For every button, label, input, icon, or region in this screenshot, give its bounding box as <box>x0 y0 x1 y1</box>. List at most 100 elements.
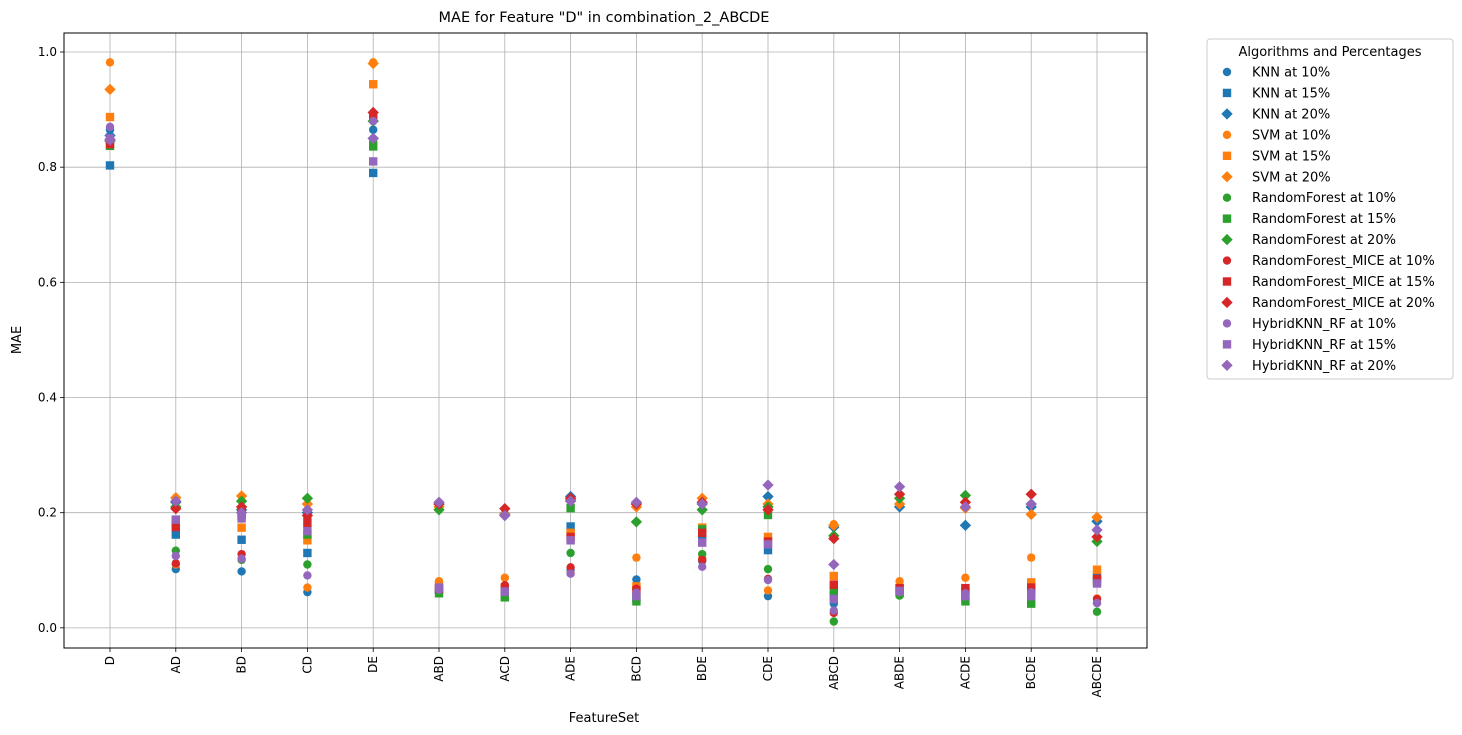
data-point <box>1027 591 1036 601</box>
legend-marker <box>1221 171 1233 183</box>
data-point <box>566 569 575 578</box>
legend-label: HybridKNN_RF at 20% <box>1252 359 1396 374</box>
data-point <box>763 564 773 574</box>
legend-marker <box>1222 340 1232 349</box>
x-tick-label: D <box>103 656 117 665</box>
data-point <box>762 490 774 503</box>
data-point <box>301 498 314 510</box>
chart-title: MAE for Feature "D" in combination_2_ABC… <box>439 10 770 26</box>
series-hybridknn-rf-at-20- <box>104 132 1103 571</box>
data-point <box>369 142 378 151</box>
data-point <box>301 509 314 522</box>
data-point <box>499 509 511 522</box>
data-point <box>893 488 906 500</box>
data-point <box>1092 598 1102 608</box>
legend-label: RandomForest_MICE at 10% <box>1252 254 1435 269</box>
data-point <box>566 536 575 545</box>
data-point <box>171 522 180 532</box>
y-tick-label: 0.8 <box>38 160 57 174</box>
legend-label: SVM at 15% <box>1252 149 1331 164</box>
legend-entry: HybridKNN_RF at 10% <box>1222 317 1396 332</box>
data-point <box>303 583 312 592</box>
x-tick-label: ABDE <box>893 656 907 689</box>
data-point <box>499 502 511 515</box>
data-point <box>303 571 312 580</box>
data-point <box>301 492 314 504</box>
x-tick-label: ABCDE <box>1090 656 1104 697</box>
data-point <box>829 617 838 626</box>
data-point <box>828 558 840 571</box>
data-point <box>566 563 575 572</box>
legend-label: KNN at 10% <box>1252 66 1330 81</box>
data-point <box>1027 599 1036 608</box>
legend-marker <box>1222 193 1232 202</box>
legend-entry: SVM at 20% <box>1221 170 1331 185</box>
data-point <box>829 606 838 615</box>
data-point <box>369 125 378 134</box>
data-point <box>171 559 180 568</box>
data-point <box>762 504 774 516</box>
legend-entry: RandomForest_MICE at 10% <box>1222 254 1435 269</box>
data-point <box>630 516 643 528</box>
data-point <box>237 554 246 563</box>
x-tick-label: ACD <box>498 656 512 682</box>
legend-label: RandomForest at 10% <box>1252 191 1396 206</box>
legend-label: HybridKNN_RF at 15% <box>1252 338 1396 353</box>
data-point <box>698 555 707 565</box>
data-point <box>1027 553 1036 562</box>
data-point <box>369 80 378 89</box>
data-point <box>1092 574 1102 584</box>
legend-marker <box>1222 319 1232 328</box>
data-point <box>1027 578 1036 587</box>
legend-entry: KNN at 10% <box>1222 66 1330 81</box>
legend-label: RandomForest at 15% <box>1252 212 1396 227</box>
data-point <box>367 106 379 119</box>
legend-entry: RandomForest at 10% <box>1222 191 1396 206</box>
legend-label: KNN at 15% <box>1252 86 1330 101</box>
data-point <box>301 504 314 516</box>
legend-entry: HybridKNN_RF at 15% <box>1222 338 1396 353</box>
data-point <box>303 518 312 528</box>
data-point <box>105 122 115 132</box>
legend-marker <box>1221 233 1233 246</box>
data-point <box>237 535 246 544</box>
legend-label: RandomForest_MICE at 15% <box>1252 275 1435 290</box>
data-point <box>961 591 970 601</box>
data-point <box>829 594 838 604</box>
data-point <box>434 583 444 592</box>
legend-label: RandomForest at 20% <box>1252 233 1396 248</box>
data-point <box>698 528 707 538</box>
data-point <box>367 57 379 70</box>
data-point <box>1092 607 1102 616</box>
legend-label: SVM at 20% <box>1252 170 1331 185</box>
data-point <box>566 503 575 513</box>
data-point <box>1027 583 1036 592</box>
data-point <box>433 504 445 516</box>
legend-entry: SVM at 10% <box>1222 128 1331 143</box>
plot-frame <box>63 32 1148 649</box>
data-point <box>500 587 509 596</box>
legend-entry: RandomForest at 20% <box>1221 233 1396 248</box>
data-point <box>1091 511 1103 523</box>
data-point <box>104 134 116 146</box>
data-point <box>105 161 115 170</box>
data-point <box>104 83 116 96</box>
data-point <box>959 489 972 502</box>
legend-marker <box>1222 277 1232 286</box>
y-tick-label: 0.2 <box>38 506 57 520</box>
data-point <box>303 548 312 558</box>
data-point <box>369 116 378 126</box>
data-point <box>237 567 246 576</box>
legend-marker <box>1222 88 1232 98</box>
data-point <box>171 551 180 561</box>
data-point <box>1025 508 1037 521</box>
data-point <box>763 540 773 549</box>
legend-entry: RandomForest at 15% <box>1222 212 1396 227</box>
data-point <box>630 496 643 508</box>
legend-entry: SVM at 15% <box>1222 149 1331 164</box>
data-point <box>893 498 906 510</box>
x-tick-label: BCD <box>629 656 643 682</box>
data-point <box>895 577 904 586</box>
data-points <box>104 57 1103 626</box>
